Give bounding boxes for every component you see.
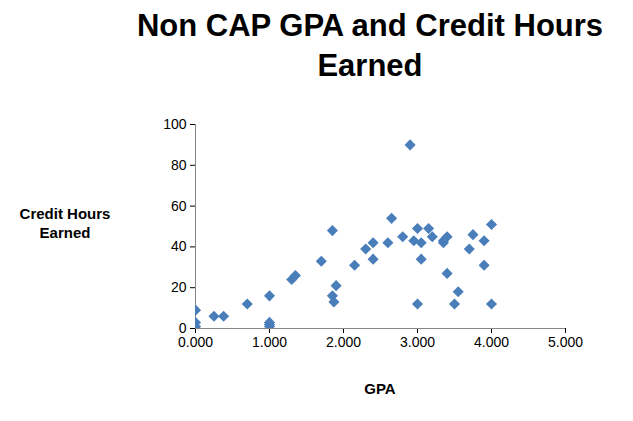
svg-text:80: 80 xyxy=(171,157,187,173)
html-text:Credit Hours Earned: Credit Hours Earned xyxy=(19,205,111,241)
svg-text:100: 100 xyxy=(163,116,187,132)
svg-text:4.000: 4.000 xyxy=(474,334,509,350)
svg-text:2.000: 2.000 xyxy=(326,334,361,350)
svg-text:0: 0 xyxy=(178,320,187,336)
svg-text:60: 60 xyxy=(171,198,187,214)
svg-text:5.000: 5.000 xyxy=(548,334,583,350)
svg-text:1.000: 1.000 xyxy=(252,334,287,350)
svg-text:40: 40 xyxy=(171,238,187,254)
svg-text:0.000: 0.000 xyxy=(178,334,213,350)
svg-text:20: 20 xyxy=(171,279,187,295)
svg-text:3.000: 3.000 xyxy=(400,334,435,350)
html-text:Non CAP GPA and Credit Hours E: Non CAP GPA and Credit Hours Earned xyxy=(136,8,604,83)
html-text:GPA: GPA xyxy=(364,380,396,397)
